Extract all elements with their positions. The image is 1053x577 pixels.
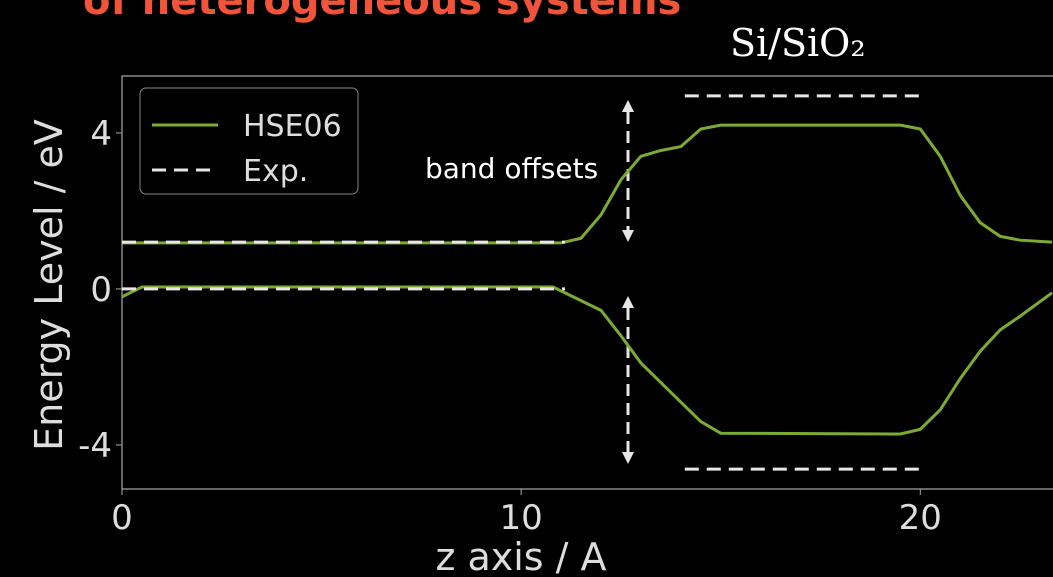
legend-label: Exp.: [243, 154, 308, 189]
x-tick-label: 20: [899, 498, 942, 538]
legend-label: HSE06: [243, 109, 342, 144]
y-tick-label: 4: [90, 114, 112, 154]
annotation: Si/SiO₂: [730, 21, 866, 65]
x-tick-label: 0: [111, 498, 133, 538]
y-axis-label: Energy Level / eV: [27, 119, 71, 451]
series-line: [122, 94, 923, 471]
y-tick-label: 0: [90, 270, 112, 310]
arrow-head: [622, 296, 634, 308]
plot-frame: [121, 75, 1053, 490]
annotation: band offsets: [425, 152, 598, 185]
series-line: [121, 123, 1053, 436]
arrow-head: [622, 230, 634, 242]
x-axis-label: z axis / A: [435, 535, 606, 577]
arrow-head: [622, 100, 634, 112]
chart-title: of heterogeneous systems: [83, 0, 681, 24]
arrow-head: [622, 452, 634, 464]
legend-box: [139, 87, 359, 195]
x-tick-label: 10: [500, 498, 543, 538]
y-tick-label: -4: [78, 426, 112, 466]
